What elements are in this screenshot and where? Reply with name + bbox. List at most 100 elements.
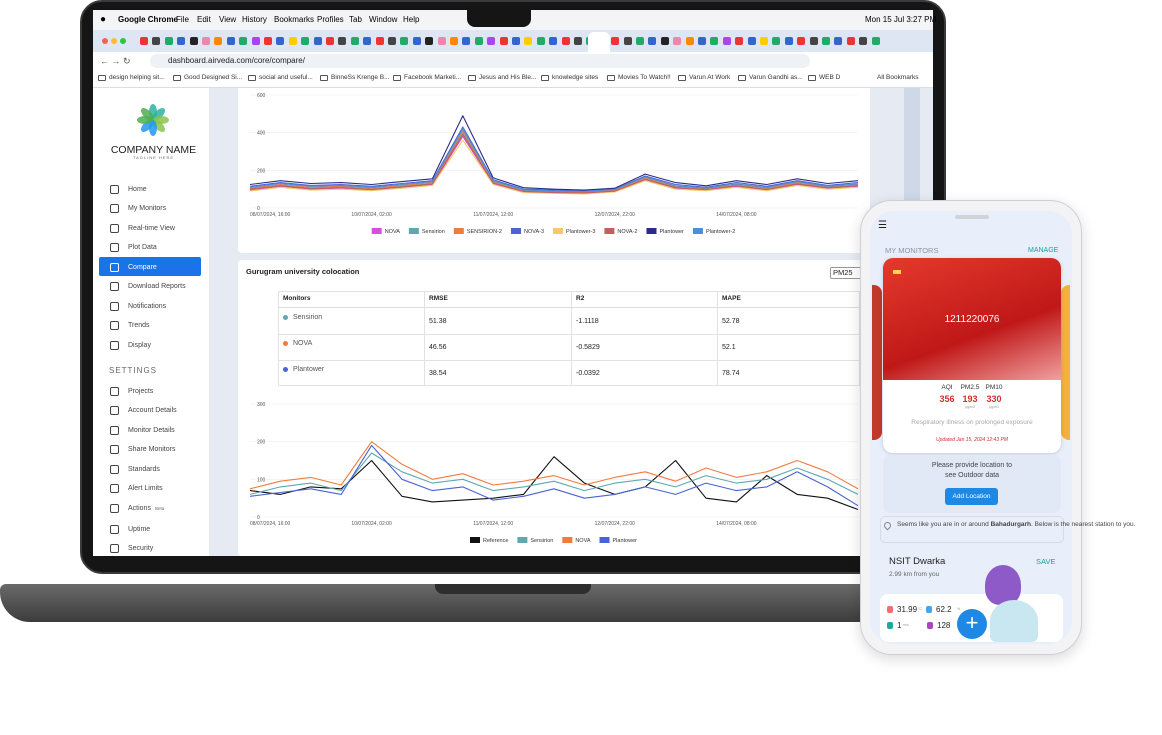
- settings-item[interactable]: Projects: [128, 388, 154, 395]
- nav-item[interactable]: Compare: [128, 264, 157, 271]
- settings-item[interactable]: Uptime: [128, 526, 151, 533]
- nav-item[interactable]: Trends: [128, 322, 150, 329]
- address-field[interactable]: [150, 54, 810, 68]
- legend-label: SENSIRION-2: [467, 229, 502, 235]
- legend-label: Plantower-3: [566, 229, 595, 235]
- beta-badge: Beta: [155, 506, 165, 511]
- table-cell: 51.38: [429, 318, 447, 325]
- tab-icon: [660, 37, 669, 45]
- table-cell: 46.56: [429, 344, 447, 351]
- tab-icon: [871, 37, 880, 45]
- company-name: COMPANY NAME: [110, 144, 197, 156]
- tab-icon: [288, 37, 297, 45]
- location-note-text: Seems like you are in or around: [897, 521, 991, 528]
- legend-label: NOVA: [575, 538, 591, 544]
- nav-active[interactable]: [99, 257, 201, 276]
- location-place: Bahadurgarh: [990, 521, 1032, 528]
- y-tick-label: 400: [257, 131, 266, 137]
- tab-icon: [512, 37, 520, 45]
- table-header: RMSE: [429, 295, 448, 302]
- settings-item[interactable]: Standards: [128, 466, 160, 473]
- updated-time: Updated Jan 15, 2024 12:43 PM: [936, 437, 1008, 443]
- nav-item[interactable]: Home: [128, 186, 147, 193]
- nav-item[interactable]: Download Reports: [128, 283, 186, 290]
- reading-label: PM10: [985, 384, 1003, 391]
- folder-icon: [808, 75, 816, 81]
- nav-item[interactable]: Plot Data: [128, 244, 157, 251]
- add-location-button[interactable]: Add Location: [945, 488, 998, 505]
- nav-icon: [110, 224, 119, 233]
- window-button: [111, 38, 117, 44]
- legend-swatch: [408, 228, 419, 234]
- illustration-dress: [990, 600, 1038, 642]
- add-fab[interactable]: +: [957, 609, 987, 639]
- x-tick-label: 12/07/2024, 22:00: [595, 521, 636, 527]
- x-tick-label: 08/07/2024, 16:00: [250, 212, 291, 218]
- bookmark: design helping sit...: [109, 74, 165, 81]
- bookmark: Varun At Work: [689, 74, 731, 81]
- bookmark: Jesus and His Ble...: [479, 74, 537, 81]
- data-line: [249, 128, 859, 192]
- nav-item[interactable]: Real-time View: [128, 225, 175, 232]
- table-cell: 78.74: [722, 370, 740, 377]
- nav-icon: [110, 321, 119, 330]
- tab-icon: [673, 37, 682, 45]
- reading-value: 356: [939, 394, 955, 404]
- settings-item[interactable]: Actions: [128, 505, 151, 512]
- tab-icon: [251, 37, 260, 45]
- table-cell: 38.54: [429, 370, 447, 377]
- bookmark: Good Designed Si...: [184, 74, 243, 81]
- y-tick-label: 0: [257, 206, 260, 212]
- tab-icon: [375, 37, 384, 45]
- phone-speaker: [955, 215, 989, 219]
- monitor-card-banner: [883, 258, 1061, 380]
- menu-icon: ☰: [878, 220, 887, 231]
- menubar-item: Bookmarks: [274, 15, 315, 24]
- legend-label: Plantower-2: [706, 229, 735, 235]
- nav-item[interactable]: Display: [128, 342, 151, 349]
- peek-card-left: [872, 285, 882, 440]
- settings-item[interactable]: Account Details: [128, 407, 177, 414]
- peek-card-right: [1061, 285, 1070, 440]
- settings-item[interactable]: Security: [128, 545, 154, 552]
- tab-icon: [549, 37, 558, 45]
- menubar-app: Google Chrome: [118, 15, 179, 24]
- settings-item[interactable]: Alert Limits: [128, 485, 163, 492]
- y-tick-label: 300: [257, 402, 266, 408]
- y-tick-label: 0: [257, 515, 260, 521]
- table-header: MAPE: [722, 295, 741, 302]
- settings-icon: [110, 504, 119, 513]
- colocation-title: Gurugram university colocation: [246, 267, 360, 276]
- tab-icon: [846, 37, 855, 45]
- table-cell: 52.1: [722, 344, 736, 351]
- tab-icon: [214, 37, 223, 45]
- reading-unit: µg/m3: [989, 405, 999, 409]
- tab-icon: [152, 37, 161, 45]
- weather-unit: °C: [918, 607, 922, 611]
- window-button: [120, 38, 126, 44]
- legend-swatch: [646, 228, 657, 234]
- tab-icon: [412, 37, 421, 45]
- row-dot: [283, 315, 288, 320]
- settings-heading: SETTINGS: [109, 366, 158, 375]
- nav-icon: [110, 341, 119, 350]
- legend-label: Sensirion: [422, 229, 445, 235]
- tab-icon: [388, 37, 396, 45]
- menubar-item: Edit: [197, 15, 211, 24]
- settings-item[interactable]: Share Monitors: [128, 446, 176, 453]
- nav-item[interactable]: Notifications: [128, 303, 167, 310]
- folder-icon: [320, 75, 328, 81]
- bookmarks-row: [93, 70, 933, 88]
- legend-label: Sensirion: [530, 538, 553, 544]
- location-prompt: Please provide location to: [931, 462, 1013, 469]
- settings-item[interactable]: Monitor Details: [128, 427, 175, 434]
- menubar-item: Tab: [349, 15, 362, 24]
- y-tick-label: 200: [257, 168, 266, 174]
- table-col-line: [717, 291, 718, 386]
- table-cell: -0.5829: [576, 344, 600, 351]
- settings-icon: [110, 406, 119, 415]
- tab-icon: [474, 37, 483, 45]
- nav-item[interactable]: My Monitors: [128, 205, 167, 212]
- address-url: dashboard.airveda.com/core/compare/: [168, 56, 305, 65]
